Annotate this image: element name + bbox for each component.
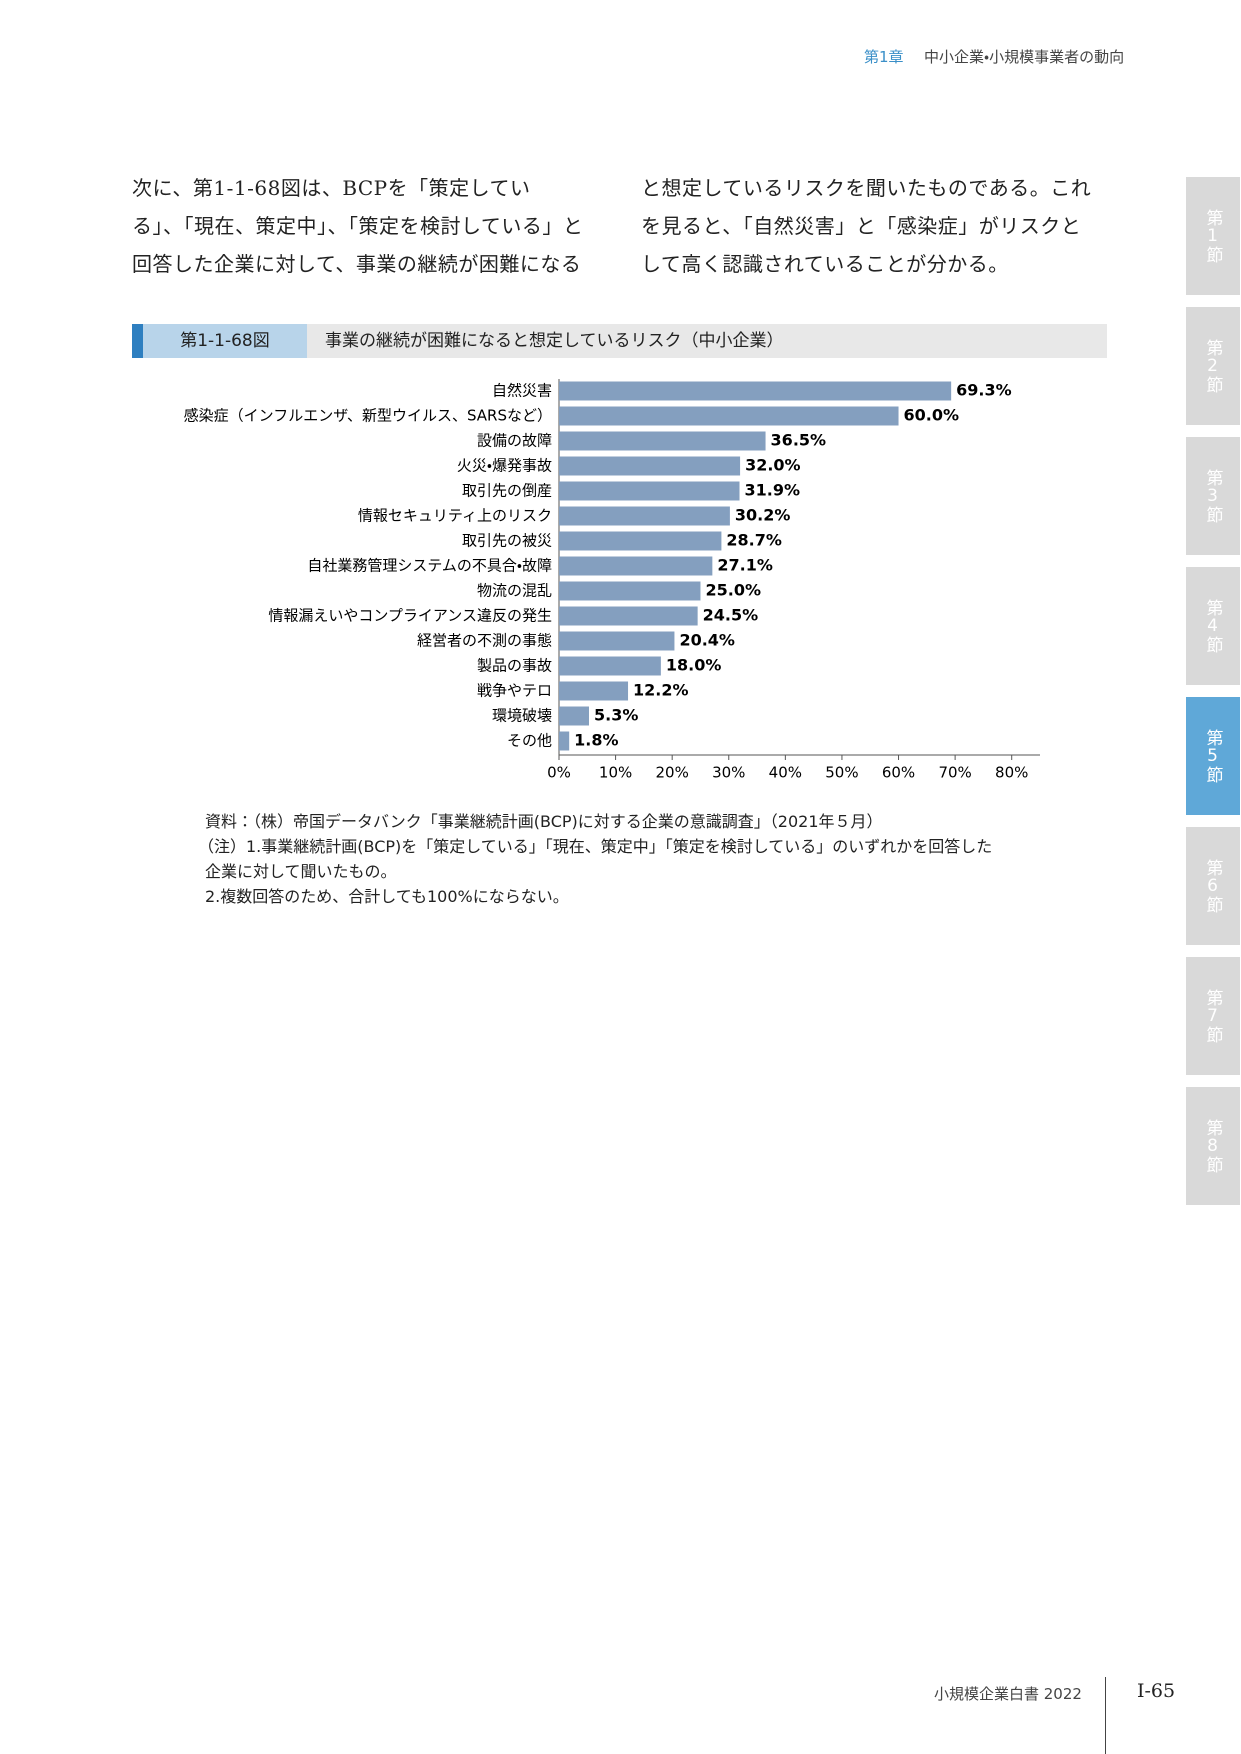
x-tick-label: 40%	[769, 764, 802, 782]
side-tab-label: 第6節	[1202, 859, 1223, 913]
body-line: を見ると、「自然災害」と「感染症」がリスクと	[641, 214, 1082, 238]
value-label: 12.2%	[633, 681, 689, 700]
figure-title: 事業の継続が困難になると想定しているリスク（中小企業）	[325, 331, 784, 351]
x-tick-label: 0%	[547, 764, 571, 782]
note-line: 2.複数回答のため、合計しても100%にならない。	[205, 887, 569, 906]
y-tick-label: 取引先の倒産	[462, 482, 552, 500]
value-label: 25.0%	[705, 581, 761, 600]
value-label: 32.0%	[745, 456, 801, 475]
value-label: 27.1%	[717, 556, 773, 575]
value-label: 1.8%	[574, 731, 618, 750]
note-line: 資料：（株）帝国データバンク「事業継続計画(BCP)に対する企業の意識調査」（2…	[205, 812, 883, 831]
body-line: 次に、第1-1-68図は、BCPを「策定してい	[132, 176, 531, 200]
bar	[559, 506, 730, 526]
side-tab-label: 第5節	[1202, 729, 1223, 783]
value-label: 60.0%	[904, 406, 960, 425]
y-tick-label: 火災・爆発事故	[457, 457, 552, 475]
bar	[559, 406, 899, 426]
bar	[559, 706, 589, 726]
x-tick-label: 50%	[825, 764, 858, 782]
y-tick-label: 環境破壊	[492, 707, 552, 725]
side-tab: 第7節	[1186, 957, 1240, 1075]
y-tick-label: 製品の事故	[477, 657, 552, 675]
chart: 0% 10% 20% 30% 40% 50% 60% 70% 80% 自然災害 69.3% 感染症（イ…	[184, 379, 1040, 782]
bar	[559, 456, 741, 476]
value-label: 36.5%	[771, 431, 827, 450]
y-tick-label: 設備の故障	[477, 432, 552, 450]
y-tick-label: 自然災害	[492, 382, 552, 400]
side-tab: 第2節	[1186, 307, 1240, 425]
value-label: 24.5%	[703, 606, 759, 625]
bar	[559, 381, 952, 401]
y-tick-label: 経営者の不測の事態	[417, 632, 552, 650]
y-tick-label: 戦争やテロ	[477, 682, 552, 700]
note-line: （注）1.事業継続計画(BCP)を「策定している」「現在、策定中」「策定を検討し…	[198, 837, 993, 856]
side-tab: 第4節	[1186, 567, 1240, 685]
side-tab-label: 第8節	[1202, 1119, 1223, 1173]
x-tick-label: 10%	[599, 764, 632, 782]
y-tick-label: 情報セキュリティ上のリスク	[358, 507, 552, 525]
body-line: 回答した企業に対して、事業の継続が困難になる	[132, 252, 582, 276]
header-title: 中小企業・小規模事業者の動向	[924, 48, 1125, 66]
side-tab-label: 第3節	[1202, 469, 1223, 523]
bar	[559, 531, 722, 551]
value-label: 30.2%	[735, 506, 791, 525]
side-tab-label: 第7節	[1202, 989, 1223, 1043]
figure-strip	[132, 324, 143, 358]
side-tab-label: 第2節	[1202, 339, 1223, 393]
y-tick-label: その他	[507, 732, 552, 750]
body-line: と想定しているリスクを聞いたものである。これ	[641, 176, 1092, 200]
side-tab: 第8節	[1186, 1087, 1240, 1205]
x-tick-label: 60%	[882, 764, 915, 782]
side-tab: 第3節	[1186, 437, 1240, 555]
value-label: 31.9%	[745, 481, 801, 500]
value-label: 18.0%	[666, 656, 722, 675]
bar	[559, 606, 698, 626]
footer-book: 小規模企業白書 2022	[934, 1685, 1082, 1703]
header-chapter: 第1章	[864, 48, 904, 66]
value-label: 69.3%	[956, 381, 1012, 400]
footer-rule	[1105, 1677, 1106, 1754]
side-tab: 第6節	[1186, 827, 1240, 945]
bar	[559, 581, 701, 601]
bar	[559, 481, 740, 501]
bar	[559, 431, 766, 451]
value-label: 28.7%	[726, 531, 782, 550]
y-tick-label: 物流の混乱	[477, 582, 552, 600]
figure-label: 第1-1-68図	[143, 324, 307, 358]
x-tick-label: 30%	[712, 764, 745, 782]
bar	[559, 656, 661, 676]
side-tab: 第5節	[1186, 697, 1240, 815]
value-label: 20.4%	[679, 631, 735, 650]
x-tick-label: 70%	[938, 764, 971, 782]
side-tab: 第1節	[1186, 177, 1240, 295]
value-label: 5.3%	[594, 706, 638, 725]
footer-page: I-65	[1137, 1680, 1176, 1702]
note-line: 企業に対して聞いたもの。	[205, 862, 397, 881]
body-line: る」、「現在、策定中」、「策定を検討している」と	[132, 214, 584, 238]
bar	[559, 731, 570, 751]
bar	[559, 681, 629, 701]
side-tab-label: 第4節	[1202, 599, 1223, 653]
y-tick-label: 感染症（インフルエンザ、新型ウイルス、SARSなど）	[184, 407, 552, 425]
x-tick-label: 80%	[995, 764, 1028, 782]
y-tick-label: 取引先の被災	[462, 532, 552, 550]
body-line: して高く認識されていることが分かる。	[641, 252, 1009, 276]
y-tick-label: 情報漏えいやコンプライアンス違反の発生	[268, 607, 552, 625]
bar	[559, 556, 713, 576]
x-tick-label: 20%	[656, 764, 689, 782]
y-tick-label: 自社業務管理システムの不具合・故障	[307, 557, 552, 575]
side-tab-label: 第1節	[1202, 209, 1223, 263]
bar	[559, 631, 675, 651]
